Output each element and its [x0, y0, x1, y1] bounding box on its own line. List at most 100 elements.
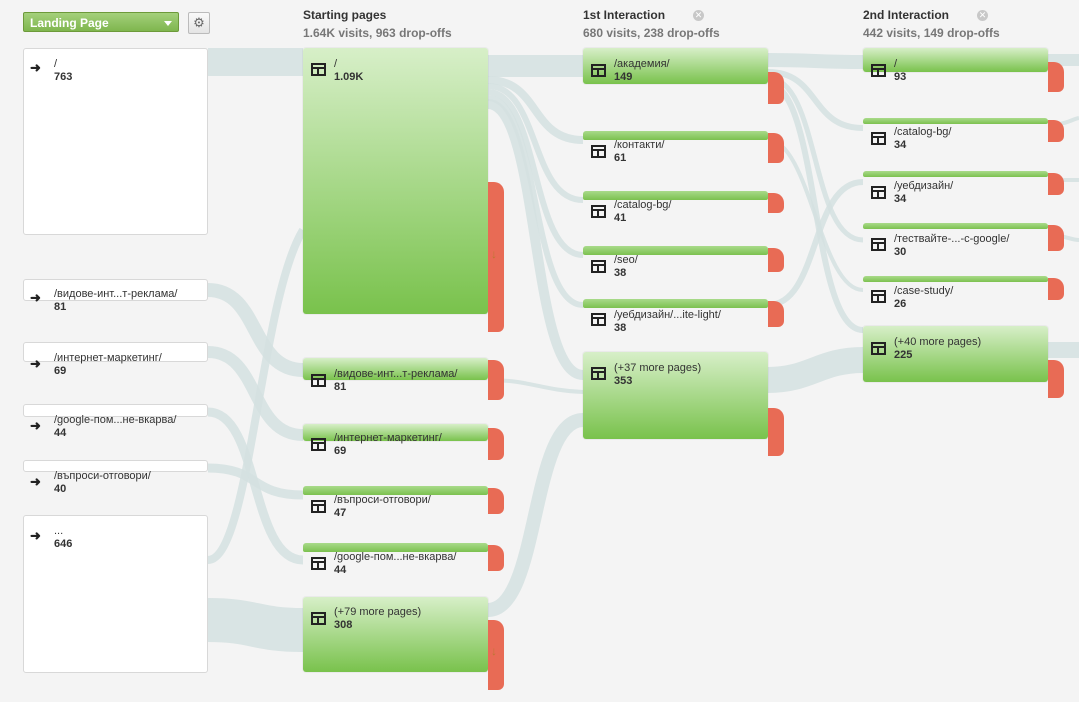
node-label: /case-study/26 — [894, 285, 954, 310]
dropoff-bar[interactable] — [488, 182, 504, 332]
column-stats: 1.64K visits, 963 drop-offs — [303, 26, 452, 40]
page-icon — [591, 64, 606, 77]
gear-icon: ⚙ — [193, 15, 205, 30]
interaction-node[interactable] — [583, 131, 768, 140]
source-node[interactable] — [23, 460, 208, 472]
column-header-first: 1st Interaction 680 visits, 238 drop-off… — [583, 8, 720, 40]
dropoff-bar[interactable] — [488, 428, 504, 460]
entry-arrow-icon: ➜ — [30, 528, 41, 543]
interaction-node[interactable] — [583, 191, 768, 200]
dropoff-bar[interactable] — [768, 193, 784, 213]
node-label: (+40 more pages) 225 — [894, 336, 982, 361]
source-node[interactable] — [23, 279, 208, 301]
entry-arrow-icon: ➜ — [30, 418, 41, 433]
node-label: /93 — [894, 58, 907, 83]
source-label: /въпроси-отговори/40 — [54, 470, 151, 495]
dropoff-bar[interactable] — [1048, 225, 1064, 251]
node-label: /видове-инт...т-реклама/81 — [334, 368, 458, 393]
page-icon — [311, 374, 326, 387]
source-node[interactable] — [23, 404, 208, 417]
node-label: /тествайте-...-с-google/30 — [894, 233, 1010, 258]
source-node[interactable] — [23, 342, 208, 362]
column-header-second: 2nd Interaction 442 visits, 149 drop-off… — [863, 8, 1000, 40]
page-icon — [871, 186, 886, 199]
page-icon — [591, 205, 606, 218]
starting-page-node[interactable] — [303, 543, 488, 552]
node-label: /1.09K — [334, 58, 364, 83]
interaction-node[interactable] — [583, 48, 768, 84]
source-label: /google-пом...не-вкарва/44 — [54, 414, 177, 439]
settings-gear-button[interactable]: ⚙ — [188, 12, 210, 34]
interaction-node[interactable] — [583, 246, 768, 255]
source-node[interactable] — [23, 515, 208, 673]
page-icon — [871, 342, 886, 355]
interaction-node[interactable] — [583, 352, 768, 439]
dropoff-bar[interactable] — [1048, 278, 1064, 300]
column-title: 2nd Interaction — [863, 8, 950, 22]
page-icon — [311, 63, 326, 76]
page-icon — [591, 145, 606, 158]
node-label: /seo/38 — [614, 254, 638, 279]
starting-page-node[interactable] — [303, 48, 488, 314]
column-header-starting: Starting pages 1.64K visits, 963 drop-of… — [303, 8, 452, 40]
starting-page-node[interactable] — [303, 486, 488, 495]
column-title: 1st Interaction — [583, 8, 666, 22]
column-stats: 680 visits, 238 drop-offs — [583, 26, 720, 40]
dropoff-bar[interactable] — [768, 301, 784, 327]
page-icon — [591, 367, 606, 380]
interaction-node[interactable] — [863, 48, 1048, 72]
node-label: /google-пом...не-вкарва/44 — [334, 551, 457, 576]
page-icon — [311, 438, 326, 451]
dropoff-bar[interactable] — [1048, 173, 1064, 195]
entry-arrow-icon: ➜ — [30, 474, 41, 489]
entry-arrow-icon: ➜ — [30, 356, 41, 371]
source-label: /видове-инт...т-реклама/81 — [54, 288, 178, 313]
close-column-icon[interactable]: ✕ — [977, 10, 988, 21]
interaction-node[interactable] — [583, 299, 768, 308]
source-label: /интернет-маркетинг/69 — [54, 352, 162, 377]
page-icon — [311, 557, 326, 570]
dropoff-bar[interactable] — [1048, 120, 1064, 142]
page-icon — [871, 64, 886, 77]
dropoff-bar[interactable] — [768, 248, 784, 272]
node-label: /catalog-bg/34 — [894, 126, 952, 151]
dropoff-bar[interactable] — [768, 133, 784, 163]
dropoff-arrow-icon: ↓ — [491, 644, 497, 658]
dropoff-bar[interactable] — [488, 620, 504, 690]
page-icon — [871, 238, 886, 251]
node-label: /интернет-маркетинг/69 — [334, 432, 442, 457]
dropoff-bar[interactable] — [768, 72, 784, 104]
node-label: (+79 more pages) 308 — [334, 606, 422, 631]
page-icon — [871, 132, 886, 145]
dropoff-bar[interactable] — [488, 360, 504, 400]
page-icon — [311, 612, 326, 625]
page-icon — [871, 290, 886, 303]
page-icon — [591, 313, 606, 326]
interaction-node[interactable] — [863, 276, 1048, 282]
dropoff-arrow-icon: ↓ — [491, 247, 497, 261]
close-column-icon[interactable]: ✕ — [693, 10, 704, 21]
interaction-node[interactable] — [863, 171, 1048, 177]
entry-arrow-icon: ➜ — [30, 60, 41, 75]
source-node[interactable] — [23, 48, 208, 235]
page-icon — [311, 500, 326, 513]
dimension-dropdown[interactable]: Landing Page — [23, 12, 179, 32]
interaction-node[interactable] — [863, 118, 1048, 124]
dropoff-bar[interactable] — [768, 408, 784, 456]
dropoff-bar[interactable] — [1048, 360, 1064, 398]
entry-arrow-icon: ➜ — [30, 290, 41, 305]
starting-page-node[interactable] — [303, 597, 488, 672]
dropoff-bar[interactable] — [488, 488, 504, 514]
dropoff-bar[interactable] — [488, 545, 504, 571]
dropoff-bar[interactable] — [1048, 62, 1064, 92]
node-label: /контакти/61 — [614, 139, 665, 164]
interaction-node[interactable] — [863, 326, 1048, 382]
node-label: /уебдизайн/34 — [894, 180, 954, 205]
dimension-label: Landing Page — [30, 16, 109, 30]
interaction-node[interactable] — [863, 223, 1048, 229]
starting-page-node[interactable] — [303, 424, 488, 441]
starting-page-node[interactable] — [303, 358, 488, 380]
node-label: /уебдизайн/...ite-light/38 — [614, 309, 721, 334]
node-label: /въпроси-отговори/47 — [334, 494, 431, 519]
